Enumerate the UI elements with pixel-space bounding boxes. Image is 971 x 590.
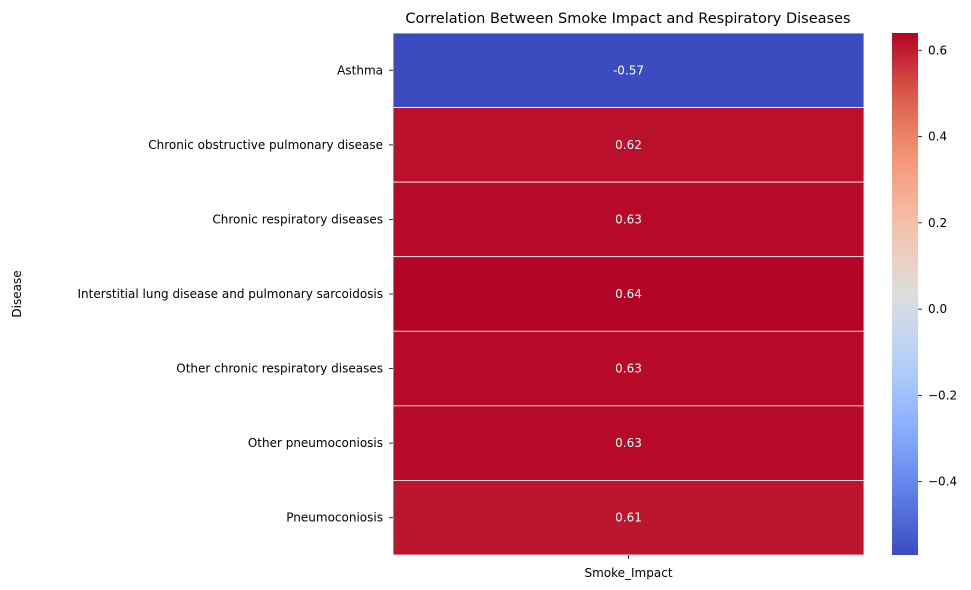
y-tick-label: Asthma [337, 63, 383, 77]
heatmap-cell [392, 107, 865, 183]
y-tick-labels: Asthma Chronic obstructive pulmonary dise… [78, 63, 393, 525]
heatmap-cell [392, 256, 865, 332]
colorbar-tick-label: 0.4 [928, 130, 947, 144]
heatmap-cell [392, 32, 865, 108]
colorbar-gradient [892, 33, 918, 555]
y-tick-label: Chronic respiratory diseases [212, 212, 383, 226]
cell-value-label: -0.57 [613, 63, 644, 77]
colorbar-tick-label: −0.4 [928, 475, 957, 489]
cell-value-label: 0.62 [615, 138, 642, 152]
cell-value-label: 0.63 [615, 212, 642, 226]
heatmap-cell [392, 181, 865, 258]
colorbar-tick-label: 0.2 [928, 216, 947, 230]
cell-value-label: 0.63 [615, 362, 642, 376]
colorbar-tick-label: 0.6 [928, 43, 947, 57]
cell-value-label: 0.61 [615, 511, 642, 525]
y-tick-label: Other pneumoconiosis [248, 436, 383, 450]
cell-value-label: 0.63 [615, 436, 642, 450]
y-tick-label: Other chronic respiratory diseases [176, 362, 383, 376]
heatmap-cells: -0.57 0.62 0.63 0.64 0.63 0.63 0.61 [392, 32, 865, 556]
x-tick-labels: Smoke_Impact [584, 555, 673, 580]
heatmap-cell [392, 405, 865, 481]
x-tick-label: Smoke_Impact [584, 566, 672, 580]
heatmap-cell [392, 480, 865, 556]
y-axis-label: Disease [10, 270, 24, 317]
chart-title: Correlation Between Smoke Impact and Res… [405, 11, 850, 27]
y-tick-label: Chronic obstructive pulmonary disease [148, 138, 383, 152]
colorbar-tick-label: 0.0 [928, 302, 947, 316]
colorbar-tick-label: −0.2 [928, 388, 957, 402]
cell-value-label: 0.64 [615, 287, 642, 301]
y-tick-label: Interstitial lung disease and pulmonary … [78, 287, 384, 301]
colorbar: −0.4 −0.2 0.0 0.2 0.4 0.6 [892, 33, 957, 555]
y-tick-label: Pneumoconiosis [286, 511, 383, 525]
heatmap-cell [392, 330, 865, 407]
